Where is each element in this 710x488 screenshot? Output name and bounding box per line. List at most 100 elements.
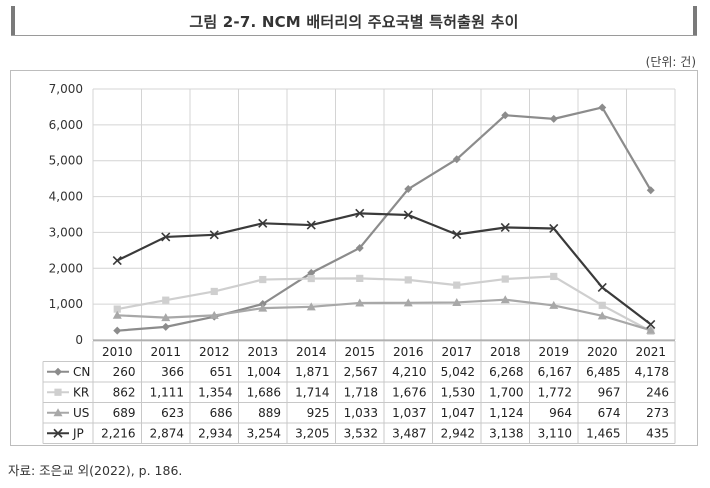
data-label-kr: 1,700 [489, 385, 523, 399]
data-point-jp [355, 208, 365, 218]
data-label-jp: 3,205 [295, 426, 329, 440]
data-label-kr: 1,354 [198, 385, 232, 399]
series-line-cn [117, 106, 652, 332]
data-label-cn: 1,871 [295, 365, 329, 379]
data-label-jp: 2,216 [101, 426, 135, 440]
data-label-jp: 2,874 [150, 426, 184, 440]
data-point-cn [501, 111, 510, 120]
data-point-jp [452, 229, 462, 240]
title-right-accent [693, 6, 697, 36]
data-point-us [306, 302, 316, 311]
legend-entry-us [47, 408, 69, 417]
data-label-us: 964 [549, 406, 572, 420]
data-point-us [112, 310, 122, 319]
title-left-accent [11, 6, 15, 36]
data-point-us [549, 300, 559, 309]
data-label-us: 1,047 [441, 406, 475, 420]
data-label-cn: 1,004 [247, 365, 281, 379]
data-label-kr: 1,772 [538, 385, 572, 399]
data-label-jp: 3,532 [344, 426, 378, 440]
data-label-kr: 862 [113, 385, 136, 399]
line-chart: 0 1,000 2,000 3,000 4,000 5,000 6,000 7,000 2010… [42, 82, 676, 444]
data-point-kr [550, 272, 558, 281]
data-label-kr: 1,718 [344, 385, 378, 399]
legend-entry-kr [47, 388, 69, 396]
data-label-us: 674 [598, 406, 621, 420]
x-tick-label: 2018 [490, 345, 521, 359]
data-point-kr [356, 274, 364, 282]
x-tick-label: 2017 [441, 345, 472, 359]
x-tick-label: 2014 [296, 345, 327, 359]
series-us [112, 295, 656, 334]
data-point-kr [598, 301, 606, 309]
y-tick-label: 4,000 [49, 190, 83, 204]
y-tick-label: 2,000 [49, 261, 83, 275]
data-label-kr: 1,686 [247, 385, 281, 399]
data-point-cn [161, 322, 170, 331]
data-label-cn: 260 [113, 365, 136, 379]
x-tick-label: 2013 [247, 345, 278, 359]
data-label-cn: 4,178 [635, 365, 669, 379]
series-line-us [117, 298, 652, 332]
data-label-us: 925 [307, 406, 330, 420]
data-label-kr: 1,714 [295, 385, 329, 399]
data-label-cn: 366 [161, 365, 184, 379]
data-point-jp [549, 223, 559, 234]
data-point-kr [453, 281, 461, 289]
data-point-jp [403, 210, 413, 220]
data-point-kr [259, 275, 267, 284]
unit-label: (단위: 건) [645, 55, 696, 69]
figure-title: 그림 2-7. NCM 배터리의 주요국별 특허출원 추이 [189, 13, 519, 31]
y-tick-label: 3,000 [49, 225, 83, 239]
data-point-us [646, 325, 656, 334]
data-label-cn: 6,485 [586, 365, 620, 379]
data-point-jp [161, 232, 171, 242]
data-point-us [209, 310, 219, 319]
data-label-cn: 651 [210, 365, 233, 379]
data-point-us [597, 311, 607, 320]
legend-label: CN [73, 365, 90, 379]
series-line-kr [117, 275, 652, 333]
series-line-jp [116, 212, 652, 326]
data-label-jp: 3,254 [247, 426, 281, 440]
x-tick-label: 2011 [150, 345, 181, 359]
data-label-us: 686 [210, 406, 233, 420]
legend-key-marker [53, 428, 63, 438]
x-tick-label: 2021 [635, 345, 666, 359]
series-jp [112, 208, 656, 329]
legend-label: US [73, 406, 89, 420]
data-label-us: 889 [258, 406, 281, 420]
data-point-us [258, 303, 268, 312]
y-tick-label: 7,000 [49, 82, 83, 96]
data-point-us [403, 298, 413, 307]
data-label-kr: 1,530 [441, 385, 475, 399]
data-point-kr [162, 296, 170, 304]
data-label-jp: 1,465 [586, 426, 620, 440]
x-tick-label: 2010 [102, 345, 133, 359]
figure-title-bar: 그림 2-7. NCM 배터리의 주요국별 특허출원 추이 [11, 6, 697, 36]
data-point-cn [452, 155, 461, 164]
data-point-jp [500, 222, 510, 233]
data-label-cn: 2,567 [344, 365, 378, 379]
x-tick-label: 2016 [393, 345, 424, 359]
y-tick-label: 1,000 [49, 297, 83, 311]
data-point-jp [209, 230, 219, 240]
data-label-jp: 435 [646, 426, 669, 440]
title-underline [11, 35, 697, 36]
data-label-kr: 1,111 [150, 385, 184, 399]
data-point-cn [307, 268, 316, 277]
data-point-kr [501, 275, 509, 283]
data-point-jp [258, 218, 268, 228]
data-label-cn: 4,210 [392, 365, 426, 379]
data-label-kr: 1,676 [392, 385, 426, 399]
data-point-us [161, 313, 171, 322]
x-tick-label: 2020 [587, 345, 618, 359]
data-label-kr: 246 [646, 385, 669, 399]
data-point-cn [646, 186, 655, 195]
data-point-jp [306, 220, 316, 230]
legend-entry-cn [47, 367, 69, 376]
data-label-jp: 3,110 [538, 426, 572, 440]
data-label-cn: 6,167 [538, 365, 572, 379]
data-point-cn [598, 103, 607, 112]
data-point-cn [355, 243, 364, 252]
